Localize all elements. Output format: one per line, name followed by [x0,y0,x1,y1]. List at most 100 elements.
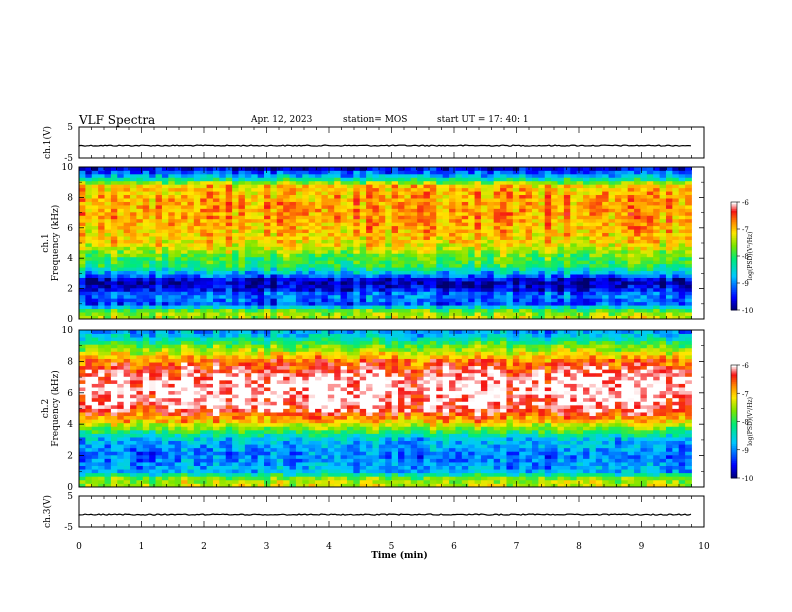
spectrogram-cell [295,184,303,189]
spectrogram-cell [372,173,380,178]
spectrogram-cell [79,291,86,296]
spectrogram-cell [289,256,297,261]
spectrogram-cell [327,270,335,275]
spectrogram-cell [251,246,259,251]
spectrogram-cell [225,256,233,261]
spectrogram-cell [366,232,373,237]
spectrogram-cell [653,215,660,220]
spectrogram-cell [110,312,118,316]
spectrogram-cell [544,298,552,303]
spectrogram-cell [340,253,348,258]
spectrogram-cell [136,312,144,316]
spectrogram-cell [174,298,182,303]
spectrogram-cell [640,170,648,175]
spectrogram-cell [244,218,252,223]
spectrogram-cell [474,194,482,199]
spectrogram-cell [436,218,444,223]
spectrogram-cell [589,308,597,313]
spectrogram-cell [589,312,597,316]
spectrogram-cell [442,305,450,310]
spectrogram-cell [621,201,629,206]
spectrogram-cell [174,246,182,251]
spectrogram-cell [480,253,488,258]
spectrogram-cell [219,232,227,237]
spectrogram-cell [104,472,112,477]
spectrogram-cell [646,170,654,175]
spectrogram-cell [678,315,686,320]
spectrogram-cell [366,256,373,261]
spectrogram-cell [225,205,233,209]
spectrogram-cell [327,246,335,251]
spectrogram-cell [627,236,635,240]
spectrogram-cell [79,308,86,313]
spectrogram-cell [257,177,265,182]
spectrogram-cell [168,256,176,261]
spectrogram-cell [404,225,412,230]
spectrogram-cell [79,337,86,342]
spectrogram-cell [614,249,622,254]
spectrogram-cell [506,184,514,189]
spectrogram-cell [346,277,354,282]
spectrogram-cell [142,222,150,227]
spectrogram-cell [123,390,131,395]
spectrogram-cell [678,198,686,202]
spectrogram-cell [551,246,558,251]
spectrogram-cell [264,208,271,213]
spectrogram-cell [295,270,303,275]
spectrogram-cell [283,198,290,202]
spectrogram-cell [155,173,163,178]
spectrogram-cell [487,243,495,247]
spectrogram-cell [117,263,125,268]
spectrogram-cell [79,191,86,196]
spectrogram-cell [512,267,520,272]
spectrogram-cell [634,260,641,265]
spectrogram-cell [130,454,137,459]
spectrogram-cell [142,281,150,285]
spectrogram-cell [117,383,125,388]
spectrogram-cell [423,215,431,220]
spectrogram-cell [225,177,233,182]
spectrogram-cell [531,298,539,303]
spectrogram-cell [487,167,495,171]
spectrogram-cell [91,211,99,216]
spectrogram-cell [621,198,629,202]
spectrogram-cell [130,429,137,434]
spectrogram-cell [570,294,578,299]
spectrogram-cell [232,274,239,278]
spectrogram-cell [500,277,507,282]
spectrogram-cell [551,270,558,275]
spectrogram-cell [378,239,386,244]
spectrogram-cell [79,372,86,377]
spectrogram-cell [181,315,188,320]
spectrogram-cell [398,291,405,296]
spectrogram-cell [264,218,271,223]
spectrogram-cell [640,198,648,202]
spectrogram-cell [366,291,373,296]
spectrogram-cell [665,191,673,196]
spectrogram-cell [436,232,444,237]
spectrogram-cell [621,222,629,227]
spectrogram-cell [576,211,584,216]
spectrogram-cell [404,267,412,272]
spectrogram-cell [104,415,112,420]
spectrogram-cell [130,337,137,342]
spectrogram-cell [149,167,156,171]
spectrogram-cell [315,201,322,206]
spectrogram-cell [193,205,201,209]
spectrogram-cell [512,294,520,299]
spectrogram-cell [117,249,125,254]
spectrogram-cell [327,294,335,299]
spectrogram-cell [500,305,507,310]
spectrogram-cell [678,177,686,182]
spectrogram-cell [391,246,399,251]
spectrogram-cell [315,211,322,216]
spectrogram-cell [98,415,105,420]
spectrogram-cell [500,184,507,189]
spectrogram-cell [659,211,667,216]
spectrogram-cell [634,177,641,182]
spectrogram-cell [672,305,680,310]
spectrogram-cell [136,383,144,388]
spectrogram-cell [614,184,622,189]
spectrogram-cell [117,429,125,434]
spectrogram-cell [334,225,341,230]
